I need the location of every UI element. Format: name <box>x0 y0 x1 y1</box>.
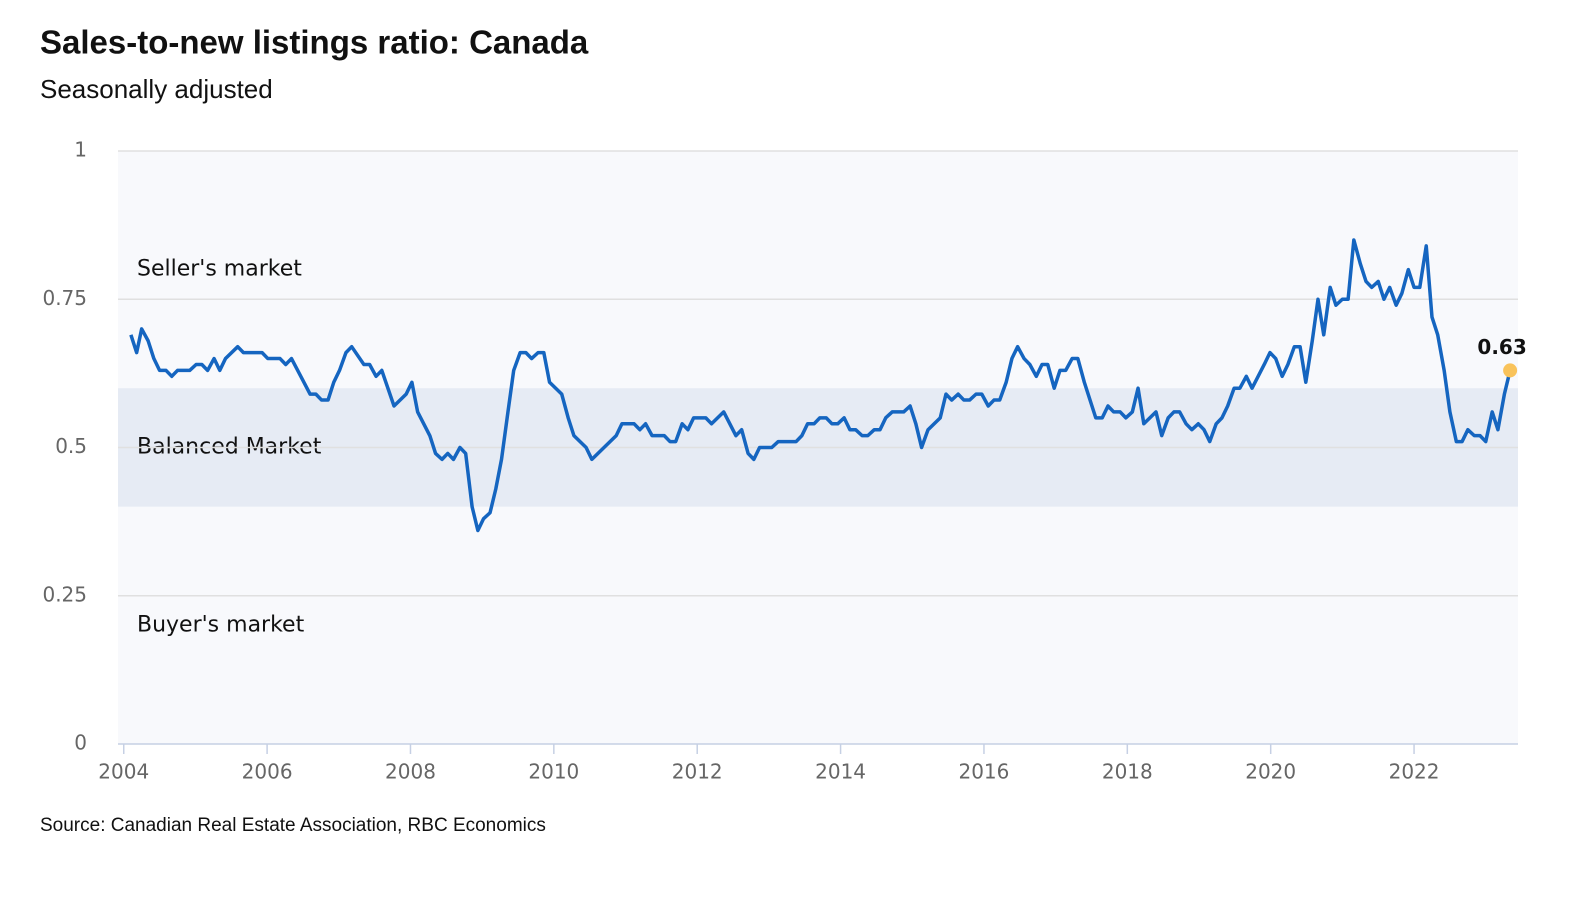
marks: 0.63 <box>129 238 1527 533</box>
x-tick-label: 2012 <box>672 760 723 784</box>
end-point <box>1503 363 1518 378</box>
band-label: Seller's market <box>137 257 302 282</box>
y-tick-label: 0.75 <box>42 286 87 310</box>
x-tick-label: 2010 <box>528 760 579 784</box>
chart-title: Sales-to-new listings ratio: Canada <box>40 24 589 61</box>
x-tick-label: 2022 <box>1389 760 1440 784</box>
x-tick-label: 2018 <box>1102 760 1153 784</box>
source-note: Source: Canadian Real Estate Association… <box>40 815 546 836</box>
y-tick-label: 0.25 <box>42 582 87 606</box>
x-tick-label: 2008 <box>385 760 436 784</box>
x-tick-label: 2006 <box>242 760 293 784</box>
band-label: Buyer's market <box>137 612 305 637</box>
y-tick-label: 1 <box>74 138 87 162</box>
chart-subtitle: Seasonally adjusted <box>40 74 273 104</box>
plot-band <box>118 151 1518 389</box>
x-tick-label: 2004 <box>98 760 149 784</box>
plot-band <box>118 506 1518 744</box>
x-tick-label: 2014 <box>815 760 866 784</box>
x-tick-label: 2020 <box>1245 760 1296 784</box>
x-tick-label: 2016 <box>958 760 1009 784</box>
y-tick-label: 0 <box>74 731 87 755</box>
y-tick-label: 0.5 <box>55 434 87 458</box>
grid: 0 0.25 0.5 0.75 1 2004 2006 2008 2010 2012 2014 201… <box>42 138 1518 784</box>
series-line <box>129 238 1512 533</box>
end-label: 0.63 <box>1477 335 1526 359</box>
